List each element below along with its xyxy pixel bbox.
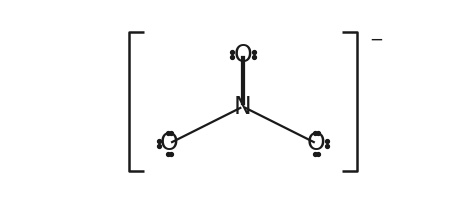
Text: O: O (307, 131, 326, 155)
Text: −: − (370, 30, 383, 48)
Text: N: N (234, 95, 252, 119)
Text: O: O (160, 131, 179, 155)
Text: O: O (234, 43, 252, 66)
